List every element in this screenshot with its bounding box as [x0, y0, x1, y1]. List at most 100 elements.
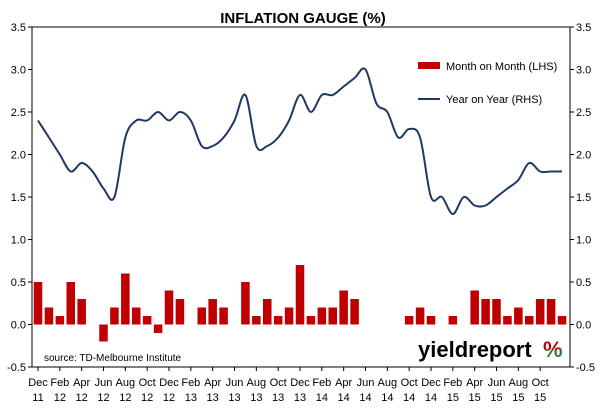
right-tick-label: 2.5 [576, 107, 591, 119]
mom-bar [503, 316, 512, 325]
x-tick-label-month: Apr [466, 377, 483, 389]
mom-bar [252, 316, 261, 325]
x-tick-label-year: 12 [163, 392, 175, 404]
x-tick-label-month: Feb [181, 377, 200, 389]
x-tick-label-year: 14 [338, 392, 350, 404]
left-tick-label: 0.5 [11, 277, 26, 289]
mom-bar [306, 316, 316, 325]
x-tick-label-year: 12 [76, 392, 88, 404]
mom-bar [273, 316, 283, 325]
legend-label-mom: Month on Month (LHS) [446, 61, 557, 73]
mom-bar [284, 307, 294, 325]
x-tick-label-month: Aug [378, 377, 398, 389]
brand-logo: yieldreport % [418, 337, 563, 362]
mom-bar [131, 307, 141, 325]
mom-bars [33, 265, 567, 342]
mom-bar [66, 282, 76, 325]
mom-bar [175, 299, 185, 325]
mom-bar [546, 299, 556, 325]
x-tick-label-year: 12 [97, 392, 109, 404]
mom-bar [121, 273, 130, 325]
left-axis-ticks: -0.5 0.0 0.5 1.0 1.5 2.0 2.5 3.0 3.5 [7, 22, 32, 374]
x-tick-label-year: 14 [359, 392, 371, 404]
x-axis-ticks: Dec 11 Feb 12 Apr 12 Jun 12 Aug 12 Oct 12 Dec 12 Feb 13… [28, 367, 549, 404]
right-axis-ticks: -0.5 0.0 0.5 1.0 1.5 2.0 2.5 3.0 3.5 [570, 22, 595, 374]
mom-bar [219, 307, 228, 325]
mom-bar [55, 316, 65, 325]
mom-bar [481, 299, 490, 325]
x-tick-label-year: 14 [425, 392, 437, 404]
right-tick-label: 3.5 [576, 22, 591, 34]
mom-bar [44, 307, 54, 325]
x-tick-label-month: Jun [226, 377, 244, 389]
x-tick-label-year: 14 [316, 392, 328, 404]
left-tick-label: 1.0 [11, 235, 26, 247]
left-tick-label: 2.0 [11, 150, 26, 162]
legend-label-yoy: Year on Year (RHS) [446, 94, 542, 106]
x-tick-label-month: Apr [204, 377, 221, 389]
x-tick-label-year: 15 [534, 392, 546, 404]
mom-bar [339, 290, 348, 325]
mom-bar [142, 316, 152, 325]
x-tick-label-month: Oct [139, 377, 156, 389]
mom-bar [33, 282, 43, 325]
x-tick-label-month: Dec [421, 377, 441, 389]
mom-bar [241, 282, 250, 325]
mom-bar [535, 299, 545, 325]
x-tick-label-year: 13 [185, 392, 197, 404]
x-tick-label-month: Apr [73, 377, 90, 389]
x-tick-label-month: Aug [116, 377, 136, 389]
x-tick-label-year: 14 [381, 392, 393, 404]
x-tick-label-month: Oct [532, 377, 549, 389]
mom-bar [153, 324, 163, 333]
right-tick-label: 0.0 [576, 320, 591, 332]
x-tick-label-month: Oct [401, 377, 418, 389]
x-tick-label-year: 13 [250, 392, 262, 404]
x-tick-label-month: Apr [335, 377, 352, 389]
mom-bar [317, 307, 327, 325]
x-tick-label-year: 15 [490, 392, 502, 404]
right-tick-label: -0.5 [576, 362, 595, 374]
mom-bar [448, 316, 458, 325]
x-tick-label-year: 11 [32, 392, 43, 404]
x-tick-label-year: 12 [54, 392, 66, 404]
mom-bar [262, 299, 272, 325]
left-tick-label: -0.5 [7, 362, 26, 374]
mom-bar [295, 265, 305, 325]
mom-bar [208, 299, 217, 325]
mom-bar [524, 316, 534, 325]
x-tick-label-year: 15 [469, 392, 481, 404]
right-tick-label: 3.0 [576, 65, 591, 77]
x-tick-label-month: Jun [357, 377, 375, 389]
brand-percent-icon: % [543, 337, 563, 362]
mom-bar [350, 299, 359, 325]
mom-bar [426, 316, 436, 325]
mom-bar [404, 316, 414, 325]
left-tick-label: 1.5 [11, 192, 26, 204]
x-tick-label-month: Jun [488, 377, 506, 389]
x-tick-label-year: 15 [447, 392, 459, 404]
x-tick-label-month: Feb [50, 377, 69, 389]
left-tick-label: 3.0 [11, 65, 26, 77]
right-tick-label: 0.5 [576, 277, 591, 289]
mom-bar [415, 307, 425, 325]
mom-bar [77, 299, 86, 325]
x-tick-label-month: Aug [509, 377, 529, 389]
x-tick-label-month: Dec [28, 377, 48, 389]
mom-bar [328, 307, 338, 325]
chart-legend: Month on Month (LHS) Year on Year (RHS) [418, 61, 557, 106]
mom-bar [197, 307, 207, 325]
right-tick-label: 1.5 [576, 192, 591, 204]
mom-bar [99, 324, 108, 342]
x-tick-label-year: 13 [228, 392, 240, 404]
x-tick-label-year: 15 [512, 392, 524, 404]
x-tick-label-year: 13 [272, 392, 284, 404]
source-note: source: TD-Melbourne Institute [44, 353, 182, 364]
right-tick-label: 1.0 [576, 235, 591, 247]
mom-bar [110, 307, 119, 325]
x-tick-label-month: Oct [270, 377, 287, 389]
x-tick-label-month: Feb [312, 377, 331, 389]
x-tick-label-year: 13 [294, 392, 306, 404]
x-tick-label-year: 12 [119, 392, 131, 404]
